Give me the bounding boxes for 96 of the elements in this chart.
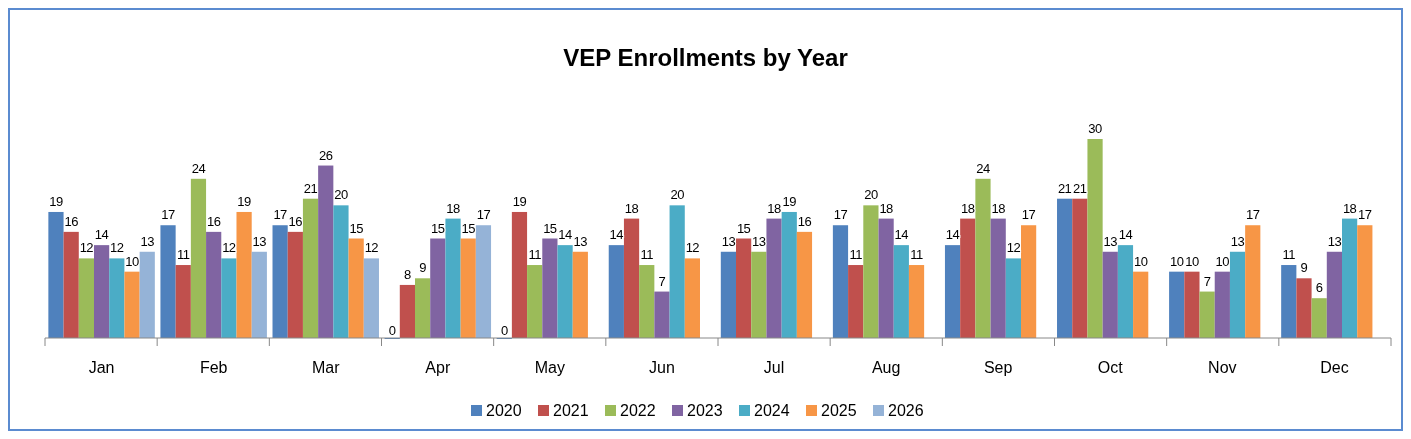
data-label: 12 [110,240,124,256]
x-tick-label: Oct [1097,359,1124,376]
data-label: 18 [991,200,1006,216]
data-label: 7 [1203,273,1211,289]
data-label: 6 [1315,280,1323,296]
data-label: 9 [419,260,427,276]
data-label: 11 [177,247,190,263]
x-tick-label: Mar [311,359,341,376]
data-label: 19 [49,193,63,209]
data-label: 10 [1215,253,1230,269]
data-label: 26 [319,147,333,163]
data-label: 17 [161,207,176,223]
data-label: 15 [349,220,364,236]
data-label: 20 [670,187,685,203]
data-label: 11 [640,247,654,263]
data-label: 17 [1246,207,1260,223]
data-label: 13 [140,233,155,249]
legend-label: 2021 [553,402,589,419]
data-label: 18 [767,200,782,216]
data-label: 14 [1118,227,1133,243]
data-label: 12 [364,240,379,256]
data-label: 17 [1021,207,1036,223]
data-label: 18 [624,200,639,216]
x-tick-label: Jun [649,359,675,376]
data-label: 12 [685,240,700,256]
data-label: 11 [849,247,863,263]
x-tick-label: Jul [763,359,785,376]
data-label: 19 [512,193,527,209]
data-label: 12 [1006,240,1021,256]
data-label: 17 [273,207,288,223]
data-label: 20 [334,187,348,203]
data-label: 13 [1230,233,1245,249]
data-label: 17 [1358,207,1372,223]
x-tick-label: Nov [1208,359,1237,376]
data-label: 0 [388,323,396,338]
data-label: 14 [945,227,960,243]
chart-title: VEP Enrollments by Year [563,44,848,71]
data-label: 19 [237,193,252,209]
data-label: 9 [1300,260,1308,276]
legend-label: 2023 [687,402,723,419]
data-label: 15 [736,220,751,236]
data-label: 13 [1103,233,1118,249]
data-label: 11 [1282,247,1296,263]
legend-label: 2025 [821,402,857,419]
data-label: 24 [191,160,206,176]
data-label: 21 [1073,180,1087,196]
data-label: 17 [476,207,491,223]
data-label: 10 [125,253,140,269]
data-label: 13 [1327,233,1342,249]
data-label: 15 [461,220,476,236]
data-label: 16 [288,213,303,229]
data-label: 18 [446,200,461,216]
data-label: 18 [1342,200,1357,216]
data-label: 16 [206,213,221,229]
legend-label: 2022 [620,402,656,419]
data-label: 10 [1133,253,1148,269]
data-label: 21 [1057,180,1072,196]
data-label: 30 [1088,121,1103,136]
legend-label: 2026 [888,402,924,419]
data-label: 7 [658,273,666,289]
data-label: 0 [500,323,508,338]
data-label: 19 [782,193,797,209]
data-label: 13 [252,233,267,249]
data-label: 11 [910,247,924,263]
legend-label: 2020 [486,402,522,419]
x-tick-label: Feb [199,359,228,376]
data-label: 8 [404,266,412,282]
x-tick-label: Jan [88,359,115,376]
data-label: 16 [64,213,79,229]
data-label: 14 [609,227,624,243]
data-label: 14 [94,227,109,243]
data-label: 18 [961,200,975,216]
data-label: 13 [573,233,588,249]
data-label: 13 [752,233,766,249]
data-label: 11 [528,247,542,263]
x-tick-label: Aug [871,359,901,376]
data-label: 12 [222,240,236,256]
x-tick-label: Apr [425,359,451,376]
data-label: 17 [833,207,848,223]
data-label: 16 [797,213,812,229]
data-label: 24 [976,160,990,176]
data-label: 18 [879,200,894,216]
data-label: 12 [79,240,94,256]
x-tick-label: Dec [1320,359,1349,376]
data-label: 21 [303,180,318,196]
data-label: 14 [894,227,909,243]
data-label: 20 [864,187,878,203]
data-label: 13 [721,233,736,249]
legend-label: 2024 [754,402,790,419]
x-tick-label: Sep [983,359,1013,376]
data-label: 15 [431,220,445,236]
data-label: 14 [558,227,573,243]
data-label: 15 [543,220,557,236]
data-label: 10 [1185,253,1199,269]
data-label: 10 [1169,253,1184,269]
x-tick-label: May [534,359,566,376]
